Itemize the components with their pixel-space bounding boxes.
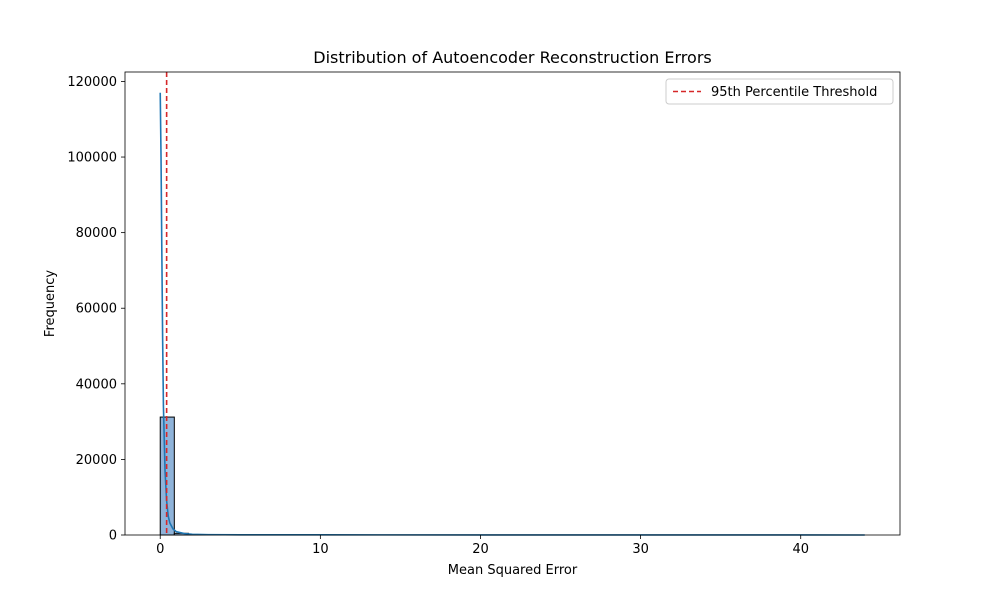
y-axis-label: Frequency [43,270,58,337]
y-tick-label: 80000 [76,226,117,241]
x-tick-label: 20 [472,542,489,557]
y-tick-label: 0 [109,529,117,544]
y-tick-label: 40000 [76,377,117,392]
legend: 95th Percentile Threshold [666,79,893,104]
x-tick-label: 10 [312,542,329,557]
y-tick-label: 60000 [76,302,117,317]
legend-threshold-label: 95th Percentile Threshold [711,85,877,100]
chart-title: Distribution of Autoencoder Reconstructi… [313,48,711,67]
y-tick-label: 100000 [67,151,117,166]
x-tick-label: 30 [632,542,649,557]
y-tick-label: 20000 [76,453,117,468]
x-axis-label: Mean Squared Error [448,563,578,578]
x-tick-label: 0 [156,542,164,557]
y-tick-label: 120000 [67,75,117,90]
x-tick-label: 40 [792,542,809,557]
